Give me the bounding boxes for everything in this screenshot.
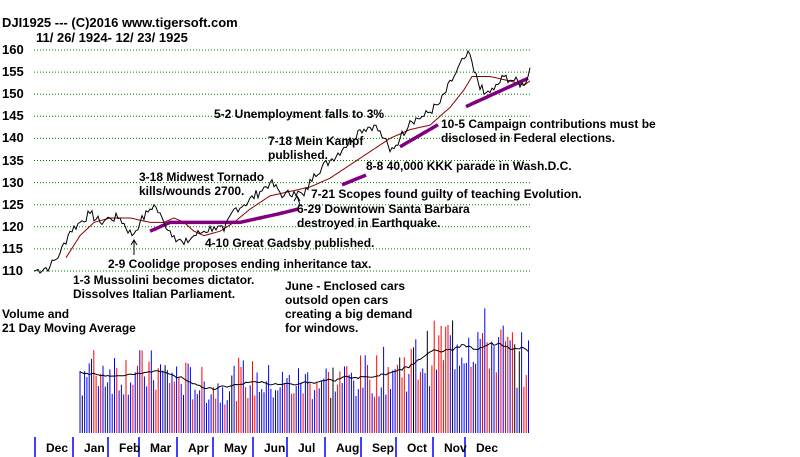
annotation-coolidge: 2-9 Coolidge proposes ending inheritance… [108, 257, 372, 271]
y-tick-label: 125 [2, 196, 24, 212]
annotation-gadsby: 4-10 Great Gadsby published. [205, 236, 375, 250]
volume-label-1: Volume and [2, 307, 70, 321]
annotation-cars-4: for windows. [285, 321, 359, 335]
month-label: Feb [119, 441, 141, 455]
volume-label-2: 21 Day Moving Average [2, 321, 136, 335]
annotation-kkk: 8-8 40,000 KKK parade in Wash.D.C. [366, 159, 572, 173]
month-label: Jul [298, 441, 316, 455]
chart-date-range: 11/ 26/ 1924- 12/ 23/ 1925 [36, 30, 188, 45]
y-tick-label: 135 [2, 152, 24, 168]
annotation-scopes: 7-21 Scopes found guilty of teaching Evo… [311, 187, 582, 201]
month-label: Nov [444, 441, 467, 455]
month-label: Dec [476, 441, 499, 455]
month-label: Apr [188, 441, 209, 455]
arrow-head [293, 195, 301, 202]
annotation-unemployment: 5-2 Unemployment falls to 3% [214, 107, 385, 121]
month-label: Oct [407, 441, 428, 455]
y-tick-label: 115 [2, 240, 23, 256]
annotation-mussolini-1: 1-3 Mussolini becomes dictator. [73, 273, 255, 287]
annotation-campaign-1: 10-5 Campaign contributions must be [441, 117, 656, 131]
moving-average-line [65, 76, 531, 258]
long-moving-average-segment [465, 76, 529, 109]
annotation-santa-barbara-2: destroyed in Earthquake. [297, 216, 441, 230]
month-label: Dec [46, 441, 69, 455]
long-moving-average-segment [399, 123, 439, 149]
price-line [33, 49, 531, 274]
y-tick-label: 120 [2, 218, 24, 234]
y-tick-label: 155 [2, 64, 24, 80]
annotation-tornado-2: kills/wounds 2700. [139, 184, 245, 198]
annotation-mein-kampf-2: published. [268, 148, 328, 162]
y-tick-label: 160 [2, 42, 24, 57]
volume-moving-average-line [79, 342, 529, 391]
long-moving-average-segment [341, 173, 367, 187]
month-label: May [224, 441, 248, 455]
month-label: Sep [372, 441, 395, 455]
long-moving-average-segment [149, 207, 299, 233]
annotation-mussolini-2: Dissolves Italian Parliament. [73, 287, 236, 301]
month-label: Mar [150, 441, 172, 455]
annotation-cars-2: outsold open cars [285, 293, 389, 307]
y-tick-label: 130 [2, 174, 24, 190]
month-label: Aug [336, 441, 360, 455]
annotation-mein-kampf-1: 7-18 Mein Kampf [268, 134, 364, 148]
annotation-cars-1: June - Enclosed cars [285, 279, 406, 293]
annotation-santa-barbara-1: 6-29 Downtown Santa Barbara [297, 202, 470, 216]
arrow-head [130, 239, 138, 246]
y-tick-label: 110 [2, 263, 23, 278]
month-label: Jan [84, 441, 105, 455]
annotation-tornado-1: 3-18 Midwest Tornado [139, 170, 265, 184]
annotation-campaign-2: disclosed in Federal elections. [441, 131, 616, 145]
y-tick-label: 140 [2, 130, 24, 146]
y-tick-label: 145 [2, 108, 24, 124]
y-tick-label: 150 [2, 86, 24, 102]
chart-title: DJI1925 --- (C)2016 www.tigersoft.com [2, 15, 238, 30]
annotation-cars-3: creating a big demand [285, 307, 413, 321]
month-label: Jun [264, 441, 286, 455]
